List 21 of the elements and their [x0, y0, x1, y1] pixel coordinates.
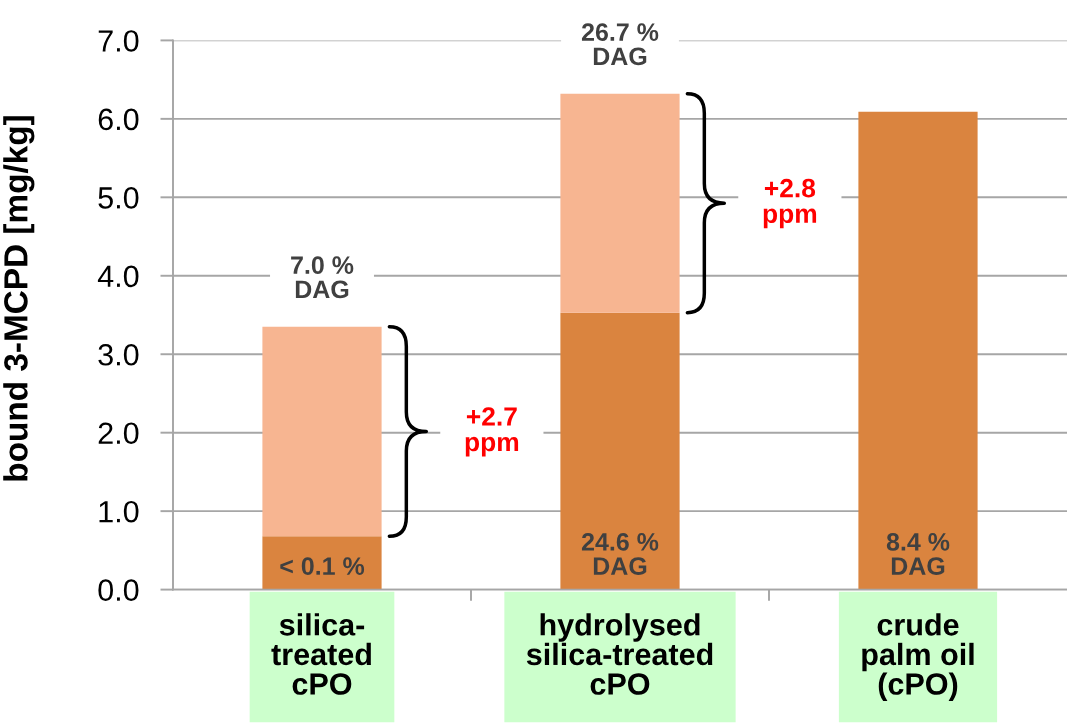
bar — [262, 326, 382, 537]
bar — [560, 93, 680, 313]
y-tick-label: 6.0 — [98, 108, 139, 131]
x-tick-label: silica- treated cPO — [271, 613, 371, 695]
annotation: +2.8 ppm — [763, 178, 817, 229]
y-tick-label: 0.0 — [98, 579, 139, 601]
annotation: 8.4 % DAG — [886, 533, 950, 575]
y-tick-label: 5.0 — [98, 187, 139, 209]
y-tick-label: 3.0 — [98, 343, 139, 366]
x-tick-label: hydrolysed silica-treated cPO — [526, 613, 713, 695]
y-tick-label: 1.0 — [99, 500, 139, 523]
annotation: 26.7 % DAG — [581, 23, 659, 66]
annotation: 7.0 % DAG — [291, 256, 354, 299]
annotation: 24.6 % DAG — [581, 533, 659, 575]
y-tick-label: 4.0 — [97, 265, 139, 288]
y-tick-label: 7.0 — [98, 30, 139, 52]
y-axis-title: bound 3-MCPD [mg/kg] — [3, 116, 35, 481]
annotation: +2.7 ppm — [465, 407, 519, 457]
x-tick-label: crude palm oil (cPO) — [862, 613, 974, 701]
y-tick-label: 2.0 — [98, 422, 139, 445]
annotation: < 0.1 % — [280, 557, 365, 575]
